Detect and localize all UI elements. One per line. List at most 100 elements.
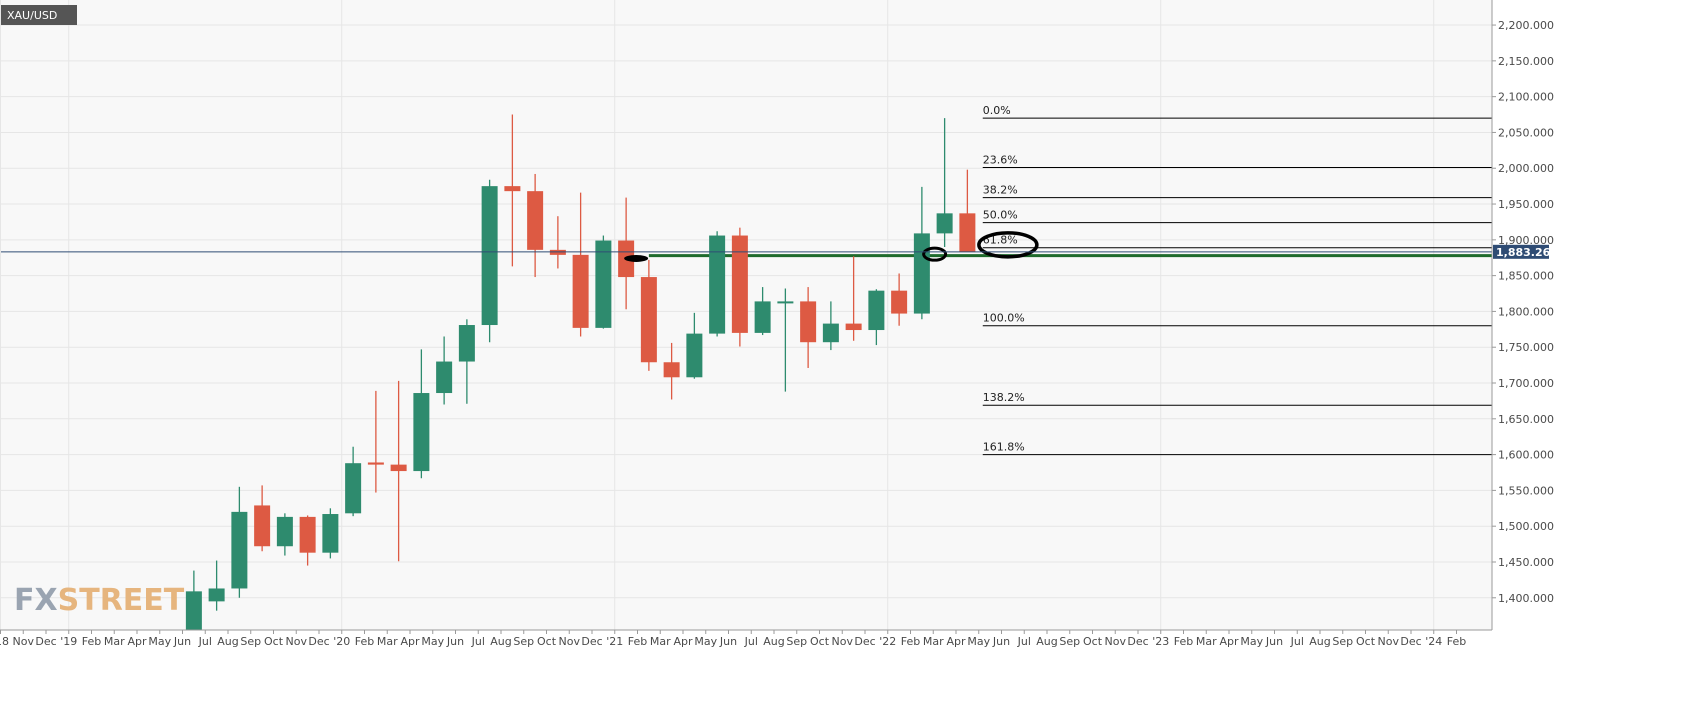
candle-body [549,249,566,255]
candle-body [868,290,885,331]
current-price-tag-box [1493,244,1549,259]
x-tick-label: Sep [1059,635,1080,648]
candle-body [254,505,271,547]
y-tick-label: 1,450.000 [1498,556,1554,569]
candle-body [936,213,953,234]
candle-body [299,516,316,553]
x-tick-label: Apr [127,635,147,648]
x-tick-label: Dec [308,635,329,648]
x-tick-label: Apr [1219,635,1239,648]
candle-body [731,235,748,333]
x-axis-panel [0,630,1707,712]
x-tick-label: Oct [1356,635,1376,648]
svg-text:FXSTREET: FXSTREET [14,583,185,618]
x-axis-ticks: '18NovDec'19FebMarAprMayJunJulAugSepOctN… [0,630,1466,648]
y-tick-label: 1,550.000 [1498,484,1554,497]
candle-body [913,233,930,314]
x-tick-label: '20 [333,635,350,648]
y-tick-label: 1,750.000 [1498,341,1554,354]
candle-body [959,213,976,252]
x-tick-label: Nov [286,635,308,648]
y-tick-label: 1,800.000 [1498,305,1554,318]
x-tick-label: Feb [82,635,101,648]
symbol-label: XAU/USD [7,9,57,22]
y-tick-label: 2,150.000 [1498,55,1554,68]
x-tick-label: Aug [217,635,238,648]
annotation-marker [624,254,649,262]
x-tick-label: Apr [946,635,966,648]
candle-body [572,254,589,328]
candle-body [686,333,703,378]
symbol-badge: XAU/USD [1,5,77,25]
x-tick-label: Oct [1083,635,1103,648]
y-tick-label: 1,600.000 [1498,449,1554,462]
x-tick-label: Jun [719,635,737,648]
watermark-fx: FX [14,583,58,618]
x-tick-label: May [694,635,717,648]
x-tick-label: Nov [1105,635,1127,648]
x-tick-label: Feb [901,635,920,648]
x-tick-label: Jun [1265,635,1283,648]
candle-body [322,514,339,553]
symbol-badge-box [1,5,77,25]
annotation-circle-large [977,231,1039,259]
x-tick-label: Feb [355,635,374,648]
fib-level-label: 50.0% [983,209,1018,222]
candle-body [527,191,544,250]
candle-body [777,301,794,304]
candle-body [640,277,657,363]
x-tick-label: Aug [490,635,511,648]
y-tick-label: 2,100.000 [1498,91,1554,104]
x-tick-label: Aug [1309,635,1330,648]
x-tick-label: '24 [1425,635,1442,648]
current-price-tag-label: 1,883.260 [1496,246,1558,259]
x-tick-label: Nov [832,635,854,648]
x-tick-label: Dec [1400,635,1421,648]
candle-body [413,393,430,472]
x-tick-label: Mar [1196,635,1217,648]
y-tick-label: 1,950.000 [1498,198,1554,211]
x-tick-label: Apr [400,635,420,648]
y-tick-label: 2,000.000 [1498,162,1554,175]
candle-body [185,591,202,630]
x-tick-label: Apr [673,635,693,648]
x-tick-label: May [967,635,990,648]
fib-level-label: 138.2% [983,391,1025,404]
x-tick-label: Dec [854,635,875,648]
candle-body [390,464,407,472]
x-tick-label: Dec [35,635,56,648]
x-tick-label: Mar [104,635,125,648]
candle-body [754,301,771,333]
x-tick-label: Aug [763,635,784,648]
x-tick-label: Oct [537,635,557,648]
y-tick-label: 2,050.000 [1498,126,1554,139]
x-tick-label: '23 [1152,635,1169,648]
x-tick-label: Nov [1378,635,1400,648]
annotation-circle [922,246,948,262]
x-tick-label: Feb [1447,635,1466,648]
candle-body [276,516,293,547]
x-tick-label: Mar [923,635,944,648]
x-tick-label: '22 [879,635,896,648]
x-tick-label: Sep [513,635,534,648]
y-tick-label: 2,200.000 [1498,19,1554,32]
x-tick-label: Nov [559,635,581,648]
fib-level-label: 100.0% [983,312,1025,325]
candle-body [595,240,612,328]
fib-level-label: 38.2% [983,184,1018,197]
annotations [624,231,1039,262]
y-tick-label: 1,400.000 [1498,592,1554,605]
x-tick-label: Jul [1017,635,1031,648]
candlesticks [185,114,976,630]
x-tick-label: Feb [1174,635,1193,648]
fib-level-label: 0.0% [983,104,1011,117]
candle-body [367,462,384,465]
candle-body [436,361,453,394]
x-tick-label: Feb [628,635,647,648]
x-tick-label: Jun [173,635,191,648]
candle-body [345,463,362,514]
x-tick-label: Oct [810,635,830,648]
candle-body [800,301,817,343]
x-tick-label: Sep [786,635,807,648]
